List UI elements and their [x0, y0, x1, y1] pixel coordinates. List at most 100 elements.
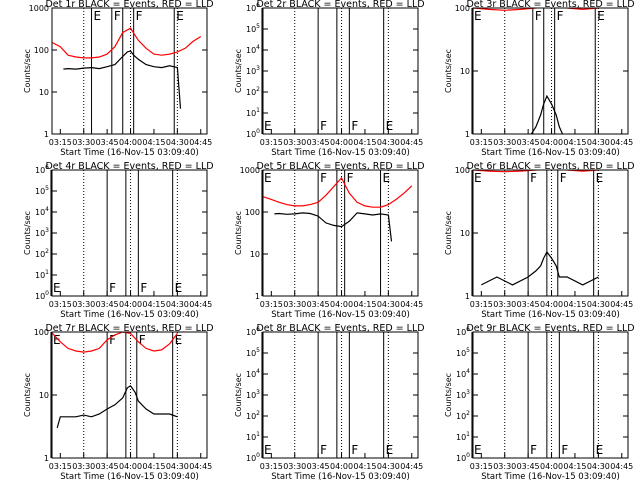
y-axis-label: Counts/sec	[234, 211, 243, 255]
x-tick-label: 04:15	[353, 138, 376, 147]
panel-9: Det 9r BLACK = Events, RED = LLD E F F E 100 1…	[444, 323, 635, 480]
x-tick-label: 03:45	[517, 138, 540, 147]
y-tick-exponent: 6	[256, 326, 260, 333]
y-tick-exponent: 0	[256, 452, 260, 459]
marker-label: E	[386, 443, 394, 457]
y-tick-label: 100	[456, 452, 470, 463]
y-tick-exponent: 1	[256, 107, 260, 114]
x-tick-label: 03:15	[260, 138, 283, 147]
axes-frame	[51, 7, 208, 135]
x-tick-label: 04:45	[400, 300, 423, 309]
x-tick-label: 03:45	[96, 300, 119, 309]
x-tick-label: 04:00	[119, 138, 142, 147]
x-tick-label: 04:30	[587, 462, 610, 471]
y-tick-exponent: 1	[256, 431, 260, 438]
y-tick-label: 100	[245, 208, 260, 217]
x-tick-label: 04:00	[540, 462, 563, 471]
y-tick-label: 102	[246, 86, 260, 97]
x-tick-label: 04:00	[119, 462, 142, 471]
x-tick-label: 04:30	[166, 300, 189, 309]
y-tick-label: 102	[456, 410, 470, 421]
panel-title: Det 6r BLACK = Events, RED = LLD	[466, 161, 634, 172]
marker-label: E	[176, 9, 184, 23]
x-tick-label: 03:30	[283, 462, 306, 471]
x-tick-label: 03:15	[260, 462, 283, 471]
y-tick-label: 1	[44, 454, 49, 463]
lld-series-line	[473, 170, 599, 173]
y-axis-label: Counts/sec	[234, 373, 243, 417]
y-tick-label: 104	[35, 206, 49, 217]
marker-label: F	[320, 119, 327, 133]
marker-label: F	[530, 443, 537, 457]
y-axis-label: Counts/sec	[23, 373, 32, 417]
x-tick-label: 04:30	[166, 462, 189, 471]
y-tick-exponent: 6	[45, 164, 49, 171]
panel-title: Det 9r BLACK = Events, RED = LLD	[466, 323, 634, 334]
x-tick-label: 03:15	[49, 138, 72, 147]
y-tick-exponent: 2	[256, 86, 260, 93]
panel-8: Det 8r BLACK = Events, RED = LLD E F F E 100 1…	[234, 323, 425, 480]
marker-label: E	[474, 443, 482, 457]
x-tick-label: 04:00	[330, 462, 353, 471]
y-tick-label: 100	[34, 328, 49, 337]
x-tick-label: 04:30	[166, 138, 189, 147]
y-tick-label: 10	[460, 229, 470, 238]
y-tick-label: 104	[456, 368, 470, 379]
marker-label: F	[557, 9, 564, 23]
x-tick-label: 03:30	[283, 138, 306, 147]
y-tick-exponent: 3	[256, 389, 260, 396]
marker-label: F	[139, 333, 146, 347]
x-tick-label: 03:45	[96, 462, 119, 471]
marker-label: F	[109, 281, 116, 295]
y-tick-label: 10	[250, 250, 260, 259]
y-tick-exponent: 6	[256, 2, 260, 9]
y-tick-exponent: 4	[45, 206, 49, 213]
axes-frame	[262, 7, 419, 135]
y-tick-label: 105	[35, 185, 49, 196]
x-tick-label: 03:30	[493, 462, 516, 471]
marker-label: E	[175, 281, 183, 295]
y-tick-label: 105	[456, 347, 470, 358]
x-tick-label: 03:45	[517, 462, 540, 471]
marker-label: E	[264, 443, 272, 457]
x-tick-label: 04:45	[610, 300, 633, 309]
y-axis-label: Counts/sec	[444, 211, 453, 255]
x-tick-label: 03:15	[470, 138, 493, 147]
x-tick-label: 03:45	[307, 462, 330, 471]
marker-label: F	[351, 119, 358, 133]
marker-label: E	[264, 171, 272, 185]
x-tick-label: 04:45	[189, 138, 212, 147]
y-tick-exponent: 5	[256, 347, 260, 354]
panel-title: Det 1r BLACK = Events, RED = LLD	[45, 0, 213, 10]
y-axis-label: Counts/sec	[234, 49, 243, 93]
y-tick-label: 103	[456, 389, 470, 400]
marker-label: F	[347, 171, 354, 185]
y-tick-exponent: 5	[45, 185, 49, 192]
x-tick-label: 04:00	[540, 300, 563, 309]
marker-label: E	[596, 171, 604, 185]
y-tick-label: 100	[455, 4, 470, 13]
x-tick-label: 04:30	[377, 300, 400, 309]
marker-label: F	[351, 443, 358, 457]
panel-title: Det 4r BLACK = Events, RED = LLD	[45, 161, 213, 172]
x-axis-label: Start Time (16-Nov-15 03:09:40)	[271, 148, 410, 158]
y-tick-label: 104	[246, 368, 260, 379]
x-axis-label: Start Time (16-Nov-15 03:09:40)	[481, 472, 620, 480]
x-tick-label: 03:30	[72, 300, 95, 309]
x-tick-label: 03:15	[49, 300, 72, 309]
y-tick-label: 10	[39, 391, 49, 400]
x-tick-label: 04:15	[142, 300, 165, 309]
x-tick-label: 03:30	[493, 300, 516, 309]
events-series-line	[63, 50, 182, 109]
x-axis-label: Start Time (16-Nov-15 03:09:40)	[60, 472, 199, 480]
x-tick-label: 04:15	[142, 138, 165, 147]
panel-title: Det 2r BLACK = Events, RED = LLD	[256, 0, 424, 10]
y-tick-label: 101	[246, 107, 260, 118]
events-series-line	[56, 384, 178, 429]
y-tick-exponent: 4	[256, 368, 260, 375]
x-tick-label: 04:30	[587, 138, 610, 147]
y-axis-label: Counts/sec	[23, 211, 32, 255]
